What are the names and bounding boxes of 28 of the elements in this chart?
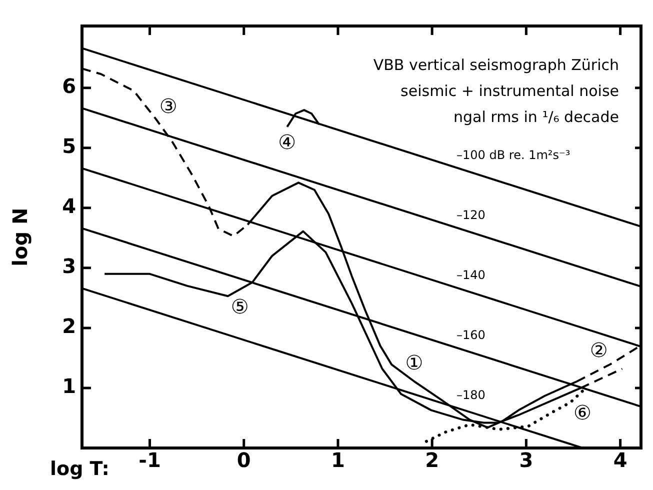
text: seismic + instrumental noise: [400, 82, 619, 100]
series-label: ④: [278, 130, 296, 154]
annotation: ngal rms in ¹/₆ decade: [454, 108, 619, 126]
series-label: –180: [456, 388, 486, 402]
series-label: –160: [456, 328, 486, 342]
series-label: ⑤: [230, 294, 249, 318]
x-tick-label: -1: [138, 448, 161, 472]
x-tick-label: 4: [613, 448, 628, 472]
series-label: –140: [456, 268, 486, 282]
x-tick-label: 0: [236, 448, 251, 472]
y-tick-label: 4: [62, 194, 76, 218]
x-tick-label: 1: [331, 448, 345, 472]
y-tick-label: 5: [62, 134, 76, 158]
series-label: ①: [405, 350, 424, 375]
series-label: ③: [159, 94, 178, 118]
y-tick-label: 6: [62, 74, 76, 98]
y-tick-label: 3: [62, 254, 76, 278]
y-tick-label: 2: [62, 314, 76, 338]
y-axis-title: log N: [8, 208, 32, 266]
series-label: –100 dB re. 1m²s⁻³: [456, 148, 570, 162]
x-tick-label: 2: [425, 448, 440, 472]
x-axis-title: log T:: [50, 458, 110, 480]
y-tick-label: 1: [62, 374, 76, 398]
series-label: ⑥: [573, 400, 592, 425]
text: VBB vertical seismograph Zürich: [373, 56, 619, 74]
series-label: ②: [590, 338, 608, 362]
x-tick-label: 3: [519, 448, 534, 472]
series-label: –120: [456, 208, 486, 222]
